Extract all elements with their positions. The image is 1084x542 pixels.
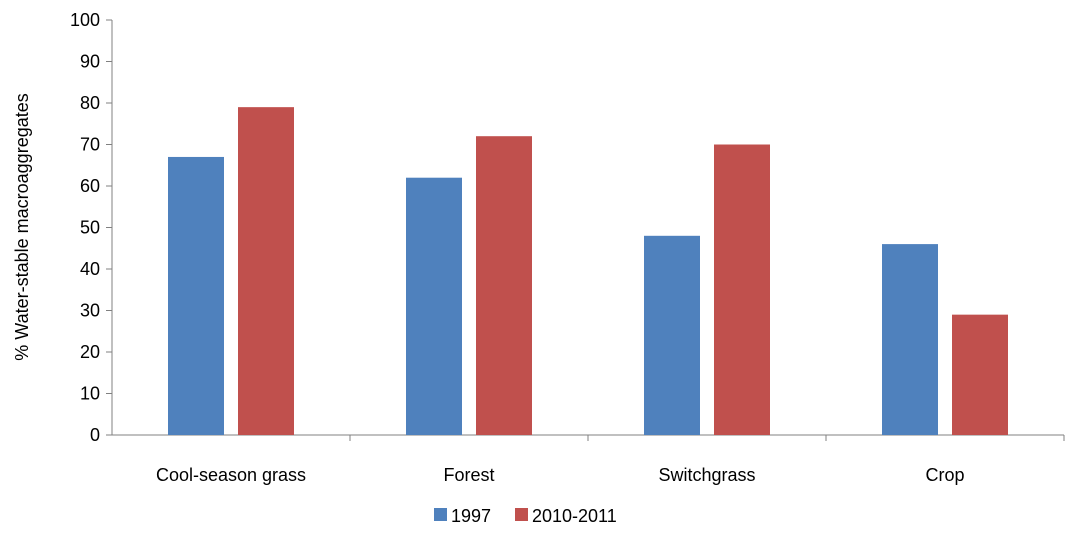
y-tick-label: 80: [80, 93, 100, 113]
y-tick-label: 10: [80, 384, 100, 404]
bar-1997-switchgrass: [644, 235, 700, 435]
bar-2010-2011-switchgrass: [714, 144, 770, 435]
x-category-label: Forest: [443, 465, 494, 485]
bar-2010-2011-forest: [476, 136, 532, 435]
x-category-label: Switchgrass: [658, 465, 755, 485]
y-tick-label: 100: [70, 10, 100, 30]
y-tick-label: 30: [80, 301, 100, 321]
y-axis-title: % Water-stable macroaggregates: [12, 93, 32, 360]
y-tick-label: 0: [90, 425, 100, 445]
legend-swatch-1997: [434, 508, 447, 521]
y-tick-label: 70: [80, 135, 100, 155]
bar-2010-2011-cool-season-grass: [238, 107, 294, 436]
y-tick-label: 20: [80, 342, 100, 362]
y-tick-label: 90: [80, 52, 100, 72]
y-axis-title-group: % Water-stable macroaggregates: [12, 93, 32, 360]
bar-1997-crop: [882, 244, 938, 435]
bar-2010-2011-crop: [952, 314, 1008, 435]
legend-label: 2010-2011: [532, 506, 617, 526]
y-tick-label: 60: [80, 176, 100, 196]
legend: 1997 2010-2011: [434, 506, 617, 526]
plot-area: 0 10 20 30 40 50 60 70 80 90 100 Cool-season grass F…: [70, 10, 1065, 485]
y-tick-label: 40: [80, 259, 100, 279]
legend-swatch-2010-2011: [515, 508, 528, 521]
y-tick-label: 50: [80, 218, 100, 238]
legend-label: 1997: [451, 506, 491, 526]
x-category-label: Crop: [925, 465, 964, 485]
bar-1997-cool-season-grass: [168, 156, 224, 435]
bar-1997-forest: [406, 177, 462, 435]
x-category-label: Cool-season grass: [156, 465, 306, 485]
